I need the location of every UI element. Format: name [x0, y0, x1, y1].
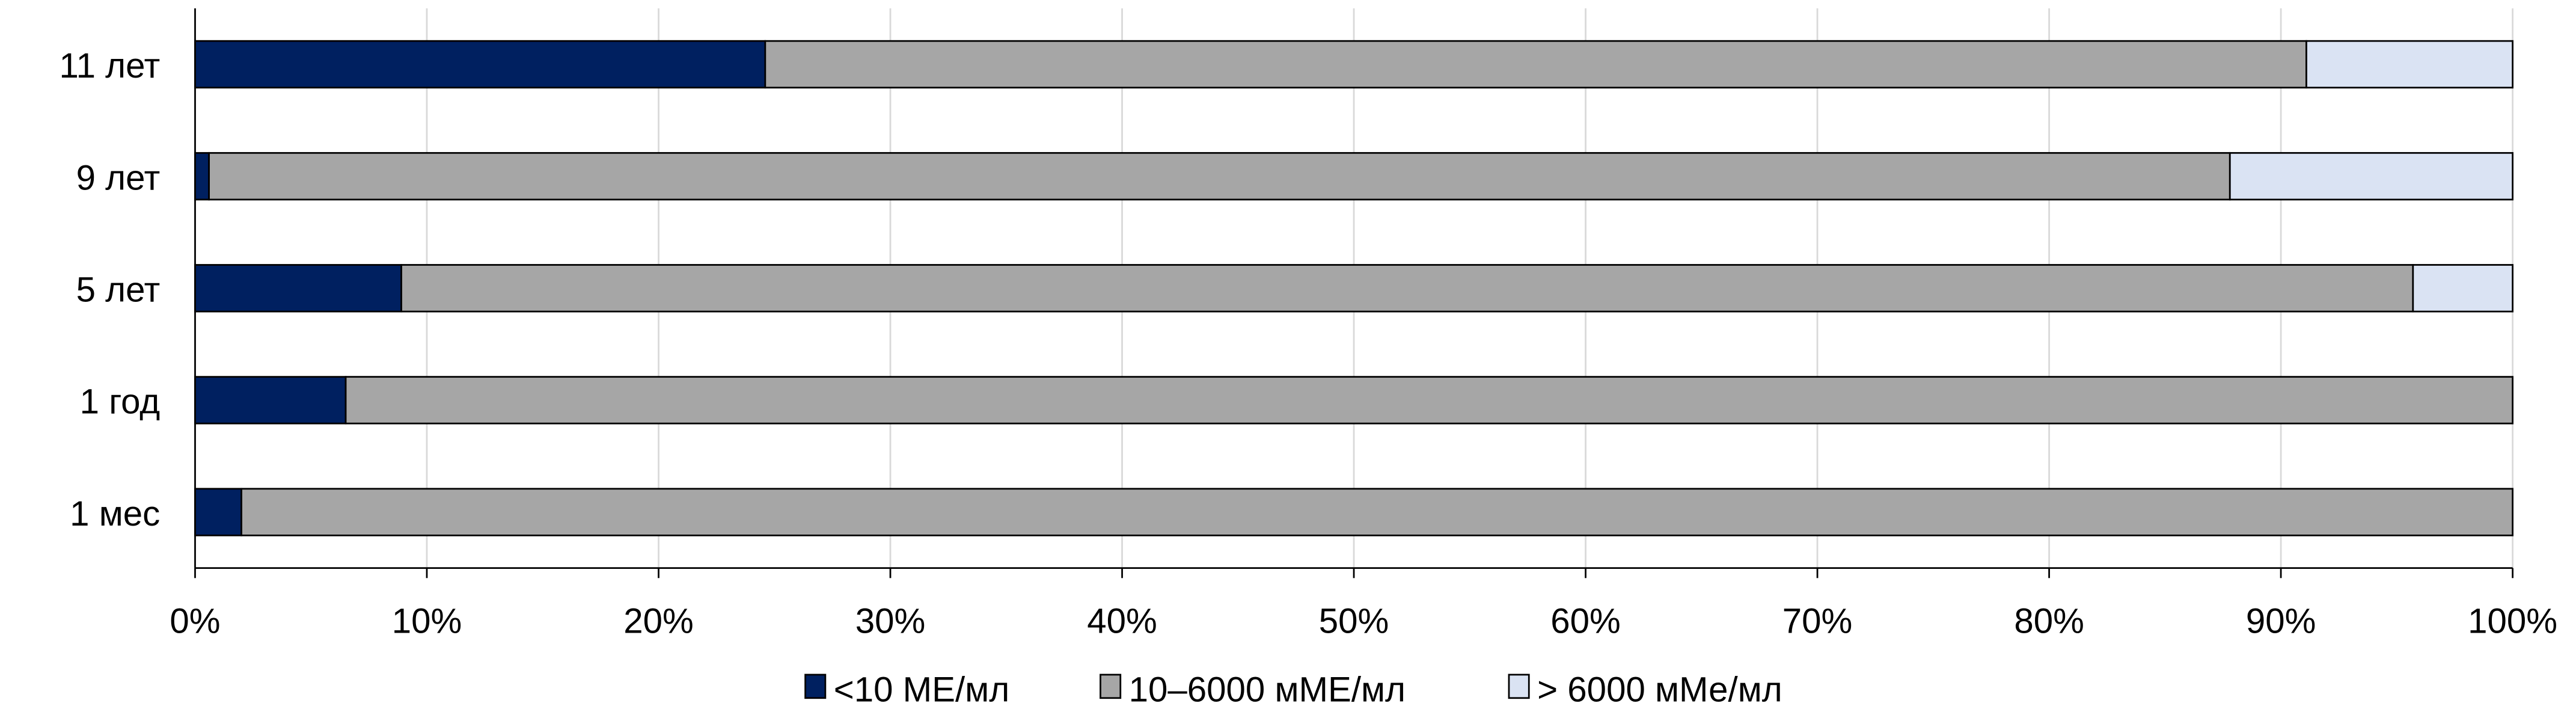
bar-segment [194, 376, 347, 425]
x-tick-label: 20% [623, 602, 694, 641]
bar-segment [194, 152, 210, 201]
x-tick-label: 30% [855, 602, 926, 641]
legend: <10 МЕ/мл 10–6000 мМЕ/мл > 6000 мМе/мл [804, 670, 1782, 709]
y-tick-label: 1 мес [70, 494, 160, 533]
x-tick-label: 90% [2246, 602, 2316, 641]
bar-segment [2412, 264, 2513, 313]
x-tick-label: 10% [392, 602, 462, 641]
legend-label: > 6000 мМе/мл [1537, 670, 1782, 709]
legend-swatch [1508, 674, 1530, 699]
bar-segment [2229, 152, 2513, 201]
bar-segment [400, 264, 2414, 313]
x-tick-label: 40% [1087, 602, 1157, 641]
bar-segment [2305, 40, 2513, 89]
bar-segment [344, 376, 2513, 425]
y-tick-label: 9 лет [76, 158, 161, 197]
x-tick-label: 80% [2014, 602, 2084, 641]
legend-swatch [804, 674, 827, 699]
bar-segment [764, 40, 2307, 89]
x-tick-label: 100% [2468, 602, 2557, 641]
legend-label: <10 МЕ/мл [834, 670, 1009, 709]
axes: 0% 10% 20% 30% 40% 50% 60% 70% 80% 90% 100% 11 лет 9… [60, 8, 2557, 641]
y-tick-label: 1 год [80, 382, 161, 422]
bars [194, 40, 2513, 536]
legend-swatch [1100, 674, 1122, 699]
bar-segment [194, 488, 242, 536]
legend-label: 10–6000 мМЕ/мл [1129, 670, 1406, 709]
y-tick-label: 5 лет [76, 270, 161, 309]
x-tick-label: 70% [1782, 602, 1853, 641]
y-tick-label: 11 лет [60, 46, 161, 85]
bar-segment [208, 152, 2231, 201]
bar-segment [194, 264, 402, 313]
bar-segment [240, 488, 2513, 536]
x-tick-label: 0% [170, 602, 220, 641]
bar-segment [194, 40, 766, 89]
x-tick-label: 50% [1319, 602, 1389, 641]
x-tick-label: 60% [1550, 602, 1621, 641]
